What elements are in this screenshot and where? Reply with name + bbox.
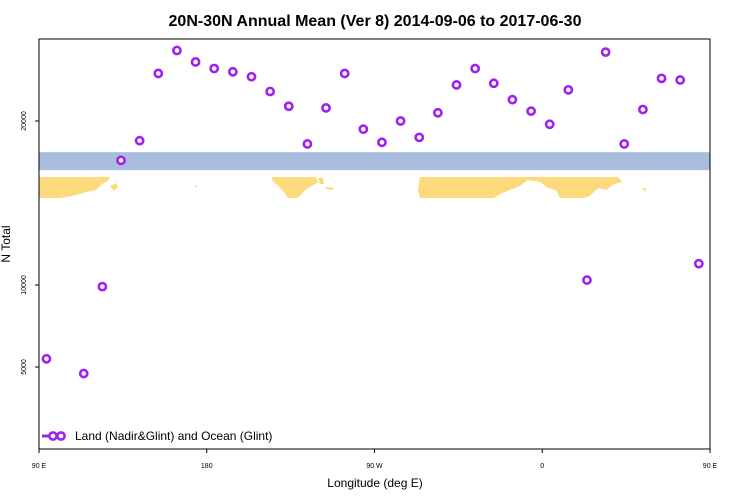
- legend: Land (Nadir&Glint) and Ocean (Glint): [42, 429, 272, 443]
- data-point: [563, 84, 574, 95]
- data-point: [265, 86, 276, 97]
- chart-title: 20N-30N Annual Mean (Ver 8) 2014-09-06 t…: [169, 13, 582, 30]
- data-point: [116, 155, 126, 166]
- data-point: [544, 119, 555, 130]
- data-point: [414, 132, 425, 143]
- legend-label: Land (Nadir&Glint) and Ocean (Glint): [75, 429, 272, 443]
- data-point: [693, 258, 704, 269]
- data-point: [41, 353, 52, 364]
- map-ocean: [39, 152, 710, 171]
- data-point: [209, 63, 220, 74]
- data-point: [507, 94, 518, 105]
- data-point: [656, 73, 667, 84]
- data-point: [600, 47, 611, 58]
- data-point: [432, 107, 443, 118]
- x-tick-label: 90 W: [366, 463, 383, 470]
- x-tick-label: 0: [540, 463, 544, 470]
- data-point: [190, 57, 201, 67]
- data-point: [97, 281, 108, 292]
- map-land: [39, 177, 646, 198]
- legend-marker: [48, 431, 58, 441]
- y-axis: 5000 10000 20000: [21, 111, 39, 375]
- data-point: [488, 78, 499, 89]
- data-point: [283, 101, 294, 112]
- x-tick-label: 90 E: [703, 463, 718, 470]
- world-map-strip: [39, 152, 710, 198]
- x-axis-label: Longitude (deg E): [327, 476, 422, 490]
- data-point: [172, 45, 182, 56]
- data-point: [582, 275, 592, 285]
- data-point: [227, 66, 238, 77]
- data-point: [358, 124, 369, 135]
- plot-frame: [38, 38, 711, 450]
- data-point: [377, 137, 387, 148]
- x-tick-label: 180: [201, 463, 213, 470]
- legend-marker: [56, 431, 66, 441]
- data-point: [246, 71, 257, 82]
- data-points: [41, 45, 704, 379]
- data-point: [339, 68, 350, 79]
- data-point: [526, 106, 536, 117]
- x-tick-label: 90 E: [32, 463, 47, 470]
- data-point: [638, 104, 648, 115]
- data-point: [153, 68, 164, 79]
- data-point: [675, 75, 686, 85]
- data-point: [321, 102, 331, 113]
- data-point: [395, 116, 406, 126]
- x-axis: 90 E 180 90 W 0 90 E: [32, 449, 718, 470]
- data-point: [619, 139, 630, 149]
- data-point: [302, 139, 313, 149]
- y-tick-label: 10000: [21, 275, 28, 295]
- data-point: [78, 368, 89, 379]
- data-point: [451, 80, 462, 90]
- y-tick-label: 5000: [21, 359, 28, 375]
- data-point: [470, 63, 481, 74]
- data-point: [134, 135, 145, 146]
- y-tick-label: 20000: [21, 111, 28, 131]
- y-axis-label: N Total: [0, 225, 13, 262]
